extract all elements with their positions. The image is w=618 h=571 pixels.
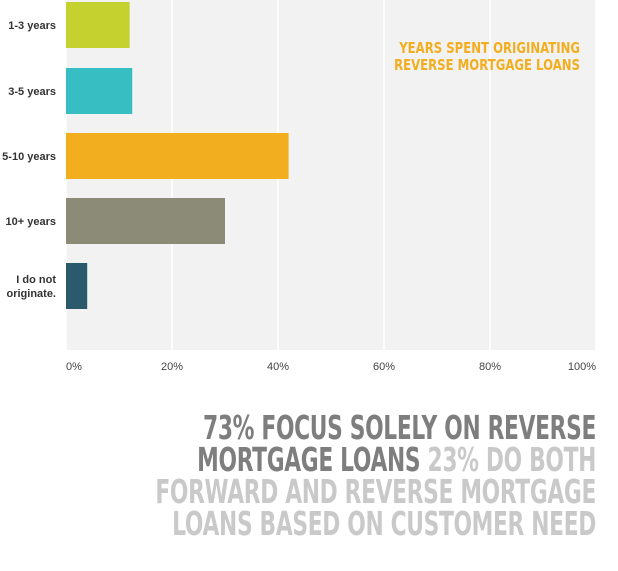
- bar: [66, 68, 133, 114]
- bar: [66, 133, 289, 179]
- category-label: I do not originate.: [6, 274, 56, 300]
- x-tick-label: 80%: [479, 361, 501, 373]
- x-tick-label: 40%: [267, 361, 289, 373]
- summary-rest: 23% do both forward and reverse mortgage…: [155, 440, 596, 543]
- bars: [66, 2, 289, 309]
- category-labels: 1-3 years 3-5 years 5-10 years 10+ years I d…: [2, 20, 56, 300]
- bar-chart: 1-3 years 3-5 years 5-10 years 10+ years I d…: [2, 0, 597, 373]
- x-tick-label: 0%: [66, 361, 82, 373]
- x-tick-label: 60%: [373, 361, 395, 373]
- category-label: 1-3 years: [8, 20, 56, 32]
- bar: [66, 198, 225, 244]
- category-label: 10+ years: [6, 216, 56, 228]
- x-tick-labels: 0% 20% 40% 60% 80% 100%: [66, 361, 596, 373]
- bar: [66, 2, 130, 48]
- category-label: 3-5 years: [8, 86, 56, 98]
- bar: [66, 263, 88, 309]
- chart-title: Years Spent Originating Reverse Mortgage…: [394, 39, 580, 74]
- summary-text: 73% focus solely on reverse mortgage loa…: [94, 411, 596, 543]
- category-label: 5-10 years: [2, 151, 56, 163]
- x-tick-label: 100%: [568, 361, 596, 373]
- x-tick-label: 20%: [161, 361, 183, 373]
- summary-highlight: 73% focus solely on reverse mortgage loa…: [197, 408, 597, 479]
